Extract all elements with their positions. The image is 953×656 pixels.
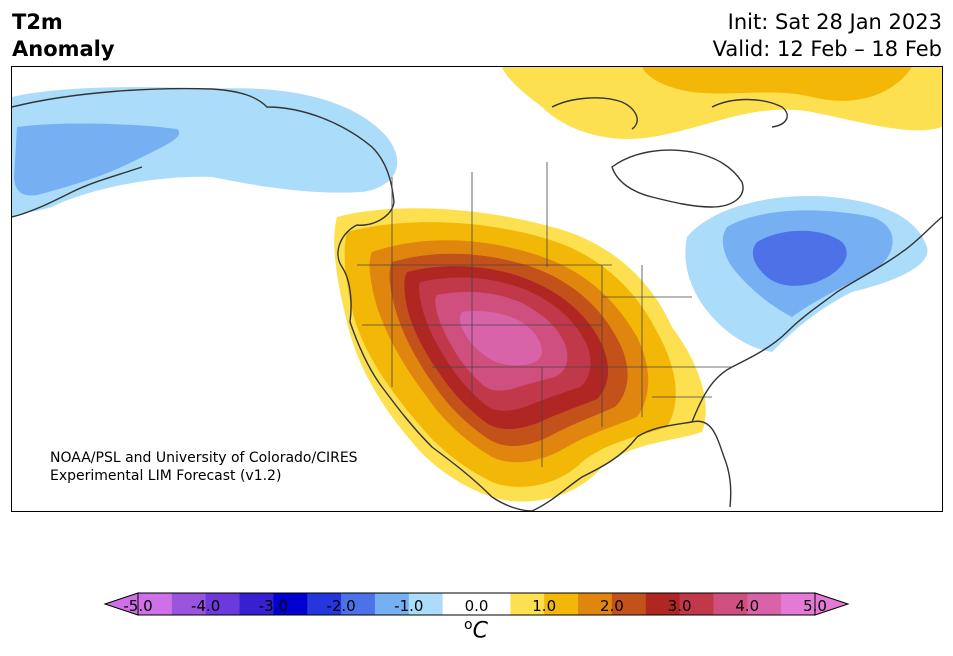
colorbar-cell <box>307 593 342 615</box>
cold-region-alaska-core <box>14 123 180 196</box>
warm-region-level-8 <box>459 311 542 366</box>
colorbar-cell <box>374 593 410 615</box>
colorbar-cell <box>713 593 748 615</box>
colorbar-cell <box>408 593 444 615</box>
init-date: Init: Sat 28 Jan 2023 <box>727 10 942 34</box>
state-borders <box>357 162 732 467</box>
colorbar-tick-label: 2.0 <box>599 597 624 615</box>
colorbar-tick-label: -4.0 <box>191 597 221 615</box>
colorbar-tick-label: -1.0 <box>394 597 424 615</box>
colorbar-cell <box>239 593 274 615</box>
valid-dates: Valid: 12 Feb – 18 Feb <box>712 37 942 61</box>
colorbar-cell <box>578 593 613 615</box>
title-line-variable: T2m <box>12 10 63 34</box>
colorbar-cell <box>205 593 241 615</box>
coastlines <box>12 87 942 511</box>
colorbar-cells <box>138 593 816 615</box>
colorbar-tick-label: 0.0 <box>464 597 489 615</box>
colorbar-tick-label: 4.0 <box>735 597 760 615</box>
unit-degree: o <box>464 617 473 633</box>
colorbar-cell <box>611 593 647 615</box>
colorbar-cell <box>544 593 579 615</box>
colorbar-cell <box>476 593 511 615</box>
chart-title: T2m Anomaly <box>12 9 115 63</box>
colorbar-cell <box>341 593 376 615</box>
colorbar-tick-label: -2.0 <box>326 597 356 615</box>
unit-celsius: C <box>472 618 488 644</box>
colorbar-frame <box>137 592 816 616</box>
colorbar-tick-label: 5.0 <box>803 597 827 615</box>
colorbar-cell <box>171 593 207 615</box>
colorbar-tick-label: -3.0 <box>258 597 289 615</box>
colorbar-cell <box>781 593 816 615</box>
credit-line-1: NOAA/PSL and University of Colorado/CIRE… <box>50 450 358 466</box>
colorbar-tick-label: -5.0 <box>123 597 153 615</box>
colorbar-cell <box>747 593 782 615</box>
colorbar-cell <box>273 593 308 615</box>
anomaly-map: NOAA/PSL and University of Colorado/CIRE… <box>11 66 943 512</box>
colorbar-cell <box>645 593 681 615</box>
colorbar-unit: oC <box>464 617 488 643</box>
forecast-dates: Init: Sat 28 Jan 2023 Valid: 12 Feb – 18… <box>713 9 942 63</box>
cold-region-northwest <box>12 87 398 217</box>
colorbar-tick-label: 3.0 <box>667 597 692 615</box>
warm-region-arctic-core <box>642 67 912 101</box>
map-layers <box>12 67 942 511</box>
colorbar-cell <box>679 593 714 615</box>
colorbar-cell <box>138 593 173 615</box>
colorbar <box>103 592 850 616</box>
colorbar-cell <box>442 593 477 615</box>
colorbar-tick-label: 1.0 <box>532 597 557 615</box>
data-credit: NOAA/PSL and University of Colorado/CIRE… <box>50 449 358 485</box>
title-line-type: Anomaly <box>12 37 115 61</box>
colorbar-cell <box>510 593 545 615</box>
credit-line-2: Experimental LIM Forecast (v1.2) <box>50 468 282 484</box>
cold-region-northeast-core <box>752 230 847 286</box>
